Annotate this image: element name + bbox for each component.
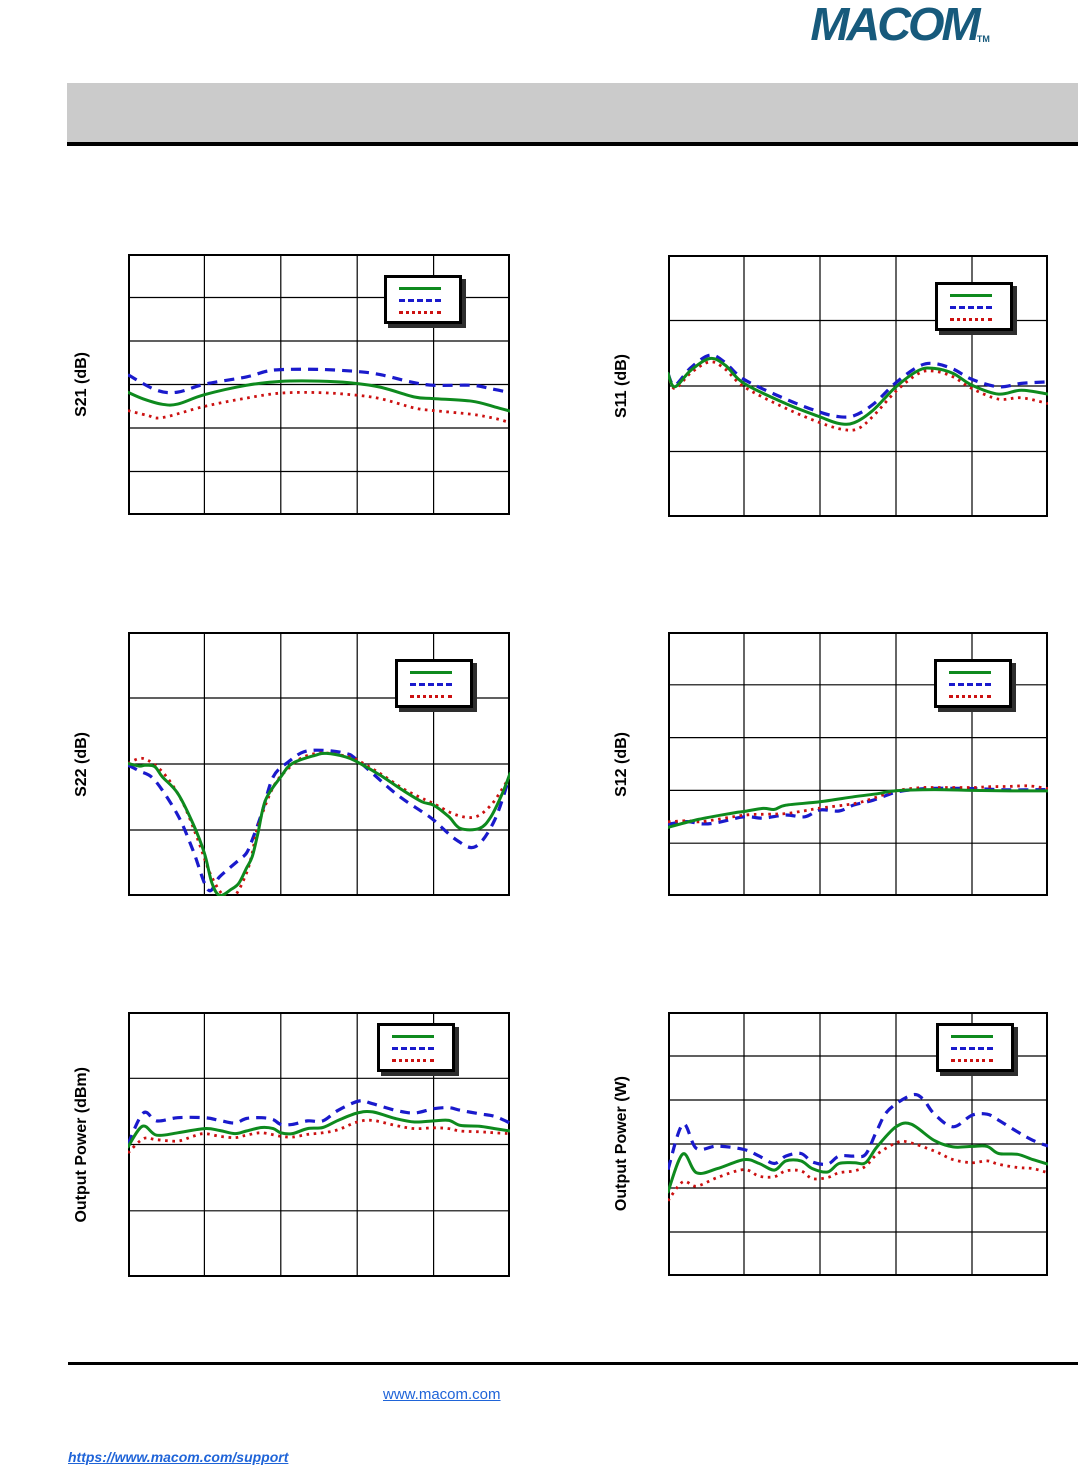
s22-legend-box <box>395 659 473 708</box>
red-dotted-series-legend-entry <box>392 1055 452 1065</box>
green-solid-series-legend-entry <box>392 1031 452 1041</box>
blue-dashed-series-legend-entry <box>949 679 1009 689</box>
chart-output-power-w <box>668 1012 1048 1276</box>
blue-dashed-series-legend-line <box>399 298 441 302</box>
chart-s22 <box>128 632 510 896</box>
red-dotted-series-legend-line <box>392 1058 434 1062</box>
pout-dbm-ylabel-strip: Output Power (dBm) <box>64 1012 100 1277</box>
footer-rule <box>68 1362 1078 1365</box>
s11-legend-box <box>935 282 1013 331</box>
s21-plot <box>128 254 510 515</box>
macom-logo-tm: TM <box>976 34 990 44</box>
s21-ylabel-strip: S21 (dB) <box>64 254 100 515</box>
blue-dashed-series-legend-entry <box>950 302 1010 312</box>
chart-s11 <box>668 255 1048 517</box>
s11-plot <box>668 255 1048 517</box>
green-solid-series-legend-line <box>950 293 992 297</box>
blue-dashed-series-legend-entry <box>951 1043 1011 1053</box>
pout-dbm-ylabel: Output Power (dBm) <box>73 1066 90 1223</box>
s12-ylabel-strip: S12 (dB) <box>604 632 640 896</box>
green-solid-series-legend-line <box>410 670 452 674</box>
blue-dashed-series-legend-entry <box>410 679 470 689</box>
pout-w-plot <box>668 1012 1048 1276</box>
pout-w-ylabel: Output Power (W) <box>613 1076 630 1212</box>
macom-support-link[interactable]: https://www.macom.com/support <box>68 1449 289 1465</box>
red-dotted-series-legend-entry <box>951 1055 1011 1065</box>
chart-output-power-dbm <box>128 1012 510 1277</box>
green-solid-series-legend-line <box>399 286 441 290</box>
red-dotted-series-legend-line <box>951 1058 993 1062</box>
blue-dashed-series-legend-line <box>950 305 992 309</box>
green-solid-series-legend-line <box>949 670 991 674</box>
pout-dbm-legend-box <box>377 1023 455 1072</box>
red-dotted-series-legend-line <box>399 310 441 314</box>
red-dotted-series-legend-entry <box>410 691 470 701</box>
blue-dashed-series-legend-line <box>410 682 452 686</box>
green-solid-series-legend-entry <box>399 283 459 293</box>
green-solid-series-legend-entry <box>951 1031 1011 1041</box>
macom-logo: MACOMTM <box>810 0 1072 50</box>
s12-legend-box <box>934 659 1012 708</box>
s11-ylabel-strip: S11 (dB) <box>604 255 640 517</box>
green-solid-series-legend-line <box>392 1034 434 1038</box>
blue-dashed-series-legend-entry <box>399 295 459 305</box>
s22-plot <box>128 632 510 896</box>
red-dotted-series-legend-entry <box>950 314 1010 324</box>
green-solid-series-legend-entry <box>950 290 1010 300</box>
blue-dashed-series-legend-line <box>392 1046 434 1050</box>
s22-ylabel: S22 (dB) <box>73 731 90 797</box>
green-solid-series-legend-line <box>951 1034 993 1038</box>
chart-s12 <box>668 632 1048 896</box>
s21-legend-box <box>384 275 462 324</box>
s12-ylabel: S12 (dB) <box>613 731 630 797</box>
green-solid-series-legend-entry <box>949 667 1009 677</box>
pout-w-ylabel-strip: Output Power (W) <box>604 1012 640 1276</box>
red-dotted-series-legend-line <box>410 694 452 698</box>
macom-home-link[interactable]: www.macom.com <box>383 1386 501 1403</box>
chart-s21 <box>128 254 510 515</box>
red-dotted-series-legend-entry <box>949 691 1009 701</box>
pout-dbm-plot <box>128 1012 510 1277</box>
blue-dashed-series-legend-entry <box>392 1043 452 1053</box>
header-title-band <box>67 83 1078 146</box>
red-dotted-series-legend-line <box>950 317 992 321</box>
red-dotted-series-legend-line <box>949 694 991 698</box>
s11-ylabel: S11 (dB) <box>613 353 630 418</box>
macom-logo-text: MACOM <box>810 0 980 50</box>
s22-ylabel-strip: S22 (dB) <box>64 632 100 896</box>
blue-dashed-series-legend-line <box>951 1046 993 1050</box>
pout-w-legend-box <box>936 1023 1014 1072</box>
green-solid-series-legend-entry <box>410 667 470 677</box>
s21-ylabel: S21 (dB) <box>73 352 90 417</box>
red-dotted-series-legend-entry <box>399 307 459 317</box>
blue-dashed-series-legend-line <box>949 682 991 686</box>
